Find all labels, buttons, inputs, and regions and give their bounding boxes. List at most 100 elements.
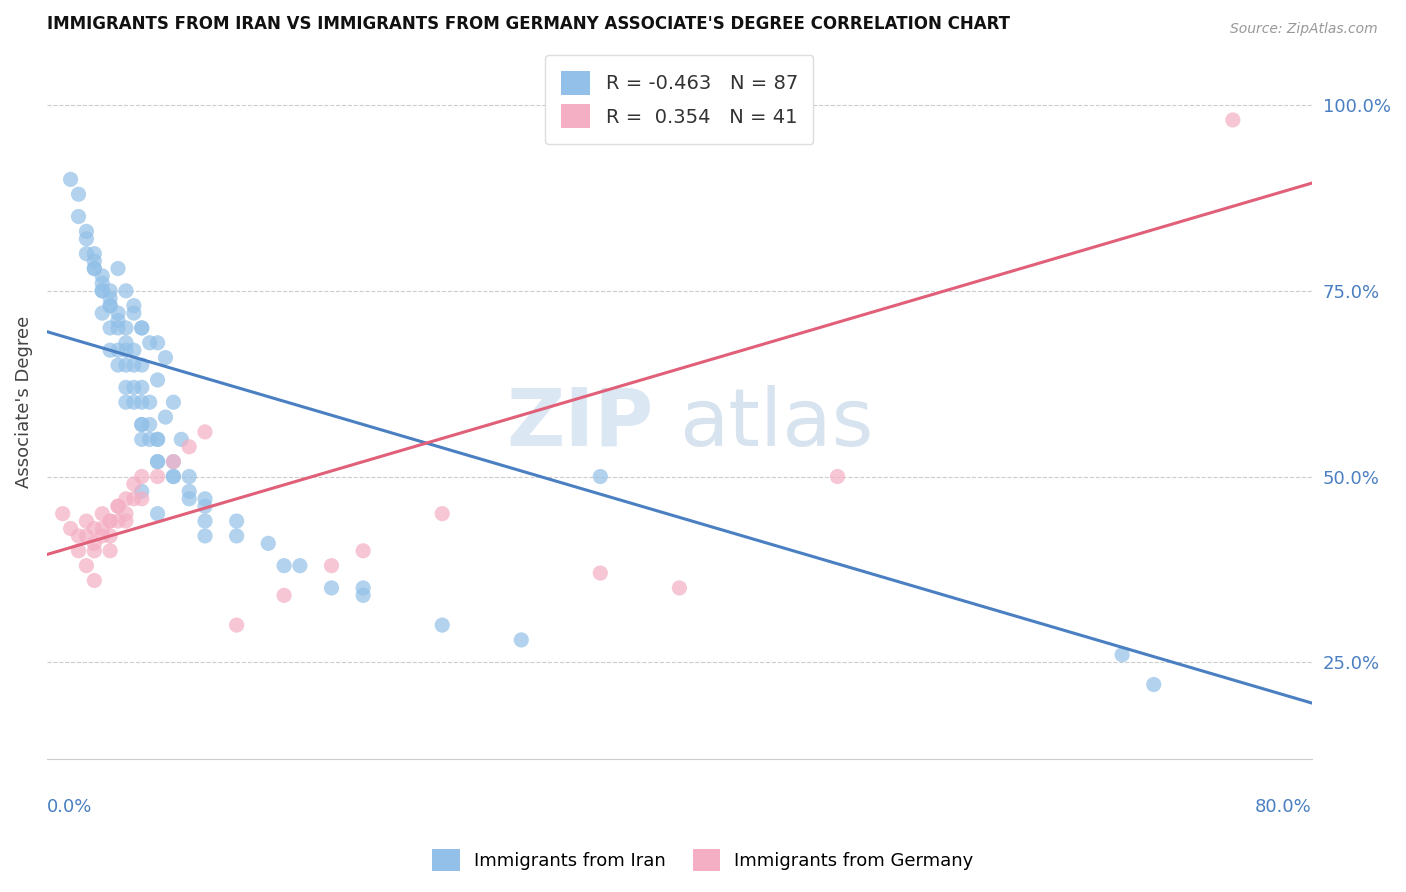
Point [67,210,90,224]
Point [146,455,169,469]
Point [432,507,454,521]
Point [146,335,169,350]
Point [179,491,201,506]
Point [91,306,114,320]
Point [827,469,849,483]
Point [131,358,153,372]
Point [146,455,169,469]
Point [75,224,97,238]
Point [194,425,217,439]
Point [162,469,184,483]
Point [122,395,145,409]
Point [138,395,160,409]
Point [67,187,90,202]
Point [352,543,374,558]
Point [115,395,138,409]
Point [91,507,114,521]
Point [115,343,138,358]
Point [75,514,97,528]
Point [225,618,247,632]
Point [107,343,129,358]
Point [83,543,105,558]
Point [321,581,343,595]
Point [146,433,169,447]
Text: 80.0%: 80.0% [1256,798,1312,816]
Point [146,469,169,483]
Point [146,433,169,447]
Point [91,529,114,543]
Point [170,433,193,447]
Point [91,521,114,535]
Point [131,491,153,506]
Point [146,373,169,387]
Legend: R = -0.463   N = 87, R =  0.354   N = 41: R = -0.463 N = 87, R = 0.354 N = 41 [546,55,814,144]
Point [67,529,90,543]
Point [83,246,105,260]
Point [107,261,129,276]
Point [179,469,201,483]
Point [162,395,184,409]
Point [131,417,153,432]
Point [131,484,153,499]
Point [91,268,114,283]
Point [131,321,153,335]
Point [352,581,374,595]
Point [122,306,145,320]
Text: 0.0%: 0.0% [46,798,93,816]
Point [98,514,121,528]
Point [83,536,105,550]
Point [115,380,138,394]
Point [1222,112,1244,127]
Point [194,514,217,528]
Point [122,491,145,506]
Point [115,335,138,350]
Point [122,343,145,358]
Point [122,477,145,491]
Point [83,574,105,588]
Point [321,558,343,573]
Point [75,529,97,543]
Point [98,299,121,313]
Point [1143,677,1166,691]
Point [107,306,129,320]
Point [115,507,138,521]
Point [194,491,217,506]
Point [107,514,129,528]
Point [668,581,690,595]
Point [98,529,121,543]
Point [162,469,184,483]
Point [91,277,114,291]
Point [273,558,295,573]
Point [194,529,217,543]
Text: IMMIGRANTS FROM IRAN VS IMMIGRANTS FROM GERMANY ASSOCIATE'S DEGREE CORRELATION C: IMMIGRANTS FROM IRAN VS IMMIGRANTS FROM … [46,15,1010,33]
Point [162,455,184,469]
Point [98,321,121,335]
Point [98,343,121,358]
Y-axis label: Associate's Degree: Associate's Degree [15,316,32,488]
Point [98,284,121,298]
Text: Source: ZipAtlas.com: Source: ZipAtlas.com [1230,22,1378,37]
Point [179,440,201,454]
Point [138,335,160,350]
Point [510,632,533,647]
Point [115,321,138,335]
Point [352,588,374,602]
Point [59,521,82,535]
Point [83,261,105,276]
Point [131,395,153,409]
Point [225,529,247,543]
Point [98,514,121,528]
Point [155,351,177,365]
Point [257,536,280,550]
Point [52,507,75,521]
Text: atlas: atlas [679,384,873,463]
Point [273,588,295,602]
Point [75,232,97,246]
Point [131,433,153,447]
Point [83,254,105,268]
Point [589,469,612,483]
Point [98,291,121,305]
Point [107,500,129,514]
Point [91,284,114,298]
Point [98,543,121,558]
